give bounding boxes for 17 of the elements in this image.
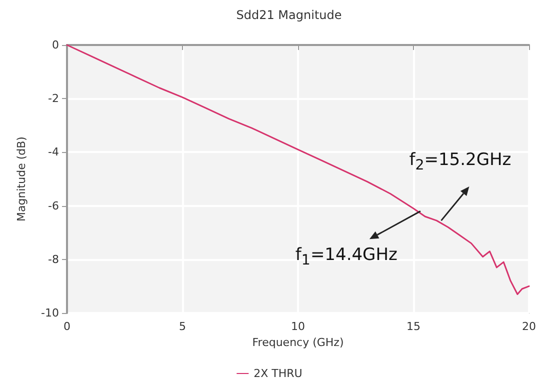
annotation: f$_{2}$=15.2GHz (409, 148, 512, 175)
x-tick-label: 20 (522, 320, 536, 333)
x-tick-label: 0 (64, 320, 70, 333)
y-tick-label: -6 (48, 199, 59, 212)
chart-title: Sdd21 Magnitude (236, 8, 342, 22)
x-tick-label: 10 (291, 320, 305, 333)
y-tick-label: 0 (52, 38, 59, 52)
annotation: f$_{1}$=14.4GHz (295, 244, 398, 271)
y-axis-title: Magnitude (dB) (15, 136, 28, 222)
y-tick-label: -8 (48, 252, 59, 266)
y-tick-label: -4 (48, 146, 59, 159)
x-axis-title: Frequency (GHz) (252, 336, 344, 349)
x-tick-label: 5 (179, 320, 186, 333)
legend-label: 2X THRU (254, 367, 302, 380)
x-tick-label: 15 (406, 320, 420, 333)
y-tick-label: -2 (48, 92, 59, 106)
y-tick-label: -10 (41, 306, 59, 320)
